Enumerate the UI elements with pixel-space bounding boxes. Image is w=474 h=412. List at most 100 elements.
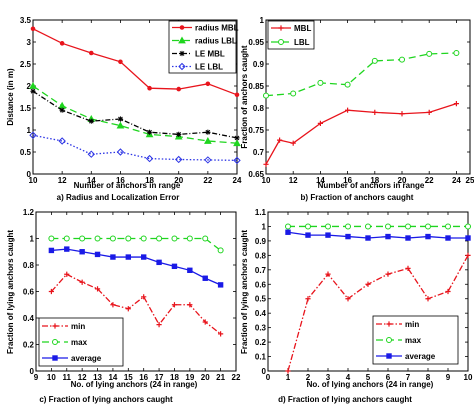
data-point — [94, 251, 101, 258]
legend-label: min — [71, 322, 85, 331]
x-tick-label: 22 — [232, 373, 241, 382]
y-tick-label: 0.4 — [255, 309, 267, 318]
data-point — [58, 137, 66, 145]
data-point — [176, 86, 182, 92]
y-tick-label: 0.8 — [253, 104, 265, 113]
x-tick-label: 16 — [116, 176, 125, 185]
data-point — [263, 161, 269, 167]
y-tick-label: 0.65 — [248, 170, 264, 179]
y-axis-label: Fraction of lying anchors caught — [6, 230, 15, 354]
series-min — [48, 271, 224, 337]
x-tick-label: 4 — [346, 373, 351, 382]
data-point — [345, 233, 351, 240]
data-point — [453, 101, 459, 107]
chart-panel-d: 0 1 2 3 4 5 6 7 8 9 10 0 0.1 0.2 0.3 0.4 0.5 0.6 0.7 0.8 0.9… — [240, 208, 473, 404]
x-tick-label: 22 — [425, 176, 434, 185]
data-point — [345, 107, 351, 113]
legend-marker — [386, 353, 392, 359]
x-axis-label: Number of anchors in range — [318, 181, 425, 190]
series-line — [32, 28, 238, 96]
series-line — [287, 255, 469, 372]
data-point — [109, 235, 116, 242]
legend-marker — [178, 62, 186, 71]
x-tick-label: 0 — [266, 373, 271, 382]
x-tick-label: 16 — [343, 176, 352, 185]
data-point — [187, 302, 193, 308]
data-point — [171, 302, 178, 308]
data-point — [79, 279, 85, 285]
data-point — [146, 129, 153, 135]
x-tick-label: 19 — [185, 373, 194, 382]
data-point — [94, 235, 101, 242]
y-tick-label: 0.6 — [23, 288, 35, 297]
data-point — [344, 81, 351, 88]
data-point — [176, 131, 182, 137]
data-point — [445, 223, 451, 230]
chart-caption: d) Fraction of lying anchors caught — [278, 395, 412, 404]
series-average — [48, 246, 224, 288]
series-line — [50, 273, 222, 335]
data-point — [453, 50, 460, 56]
data-point — [385, 223, 391, 230]
series-line — [32, 134, 238, 162]
x-tick-label: 2 — [306, 373, 311, 382]
x-tick-label: 24 — [233, 176, 242, 185]
series-line — [287, 231, 468, 239]
data-point — [30, 26, 36, 32]
series-line — [265, 52, 457, 97]
x-tick-label: 14 — [108, 373, 117, 382]
chart-caption: c) Fraction of lying anchors caught — [39, 395, 173, 404]
series-max — [48, 235, 224, 254]
series-lbl — [263, 50, 460, 99]
data-point — [147, 85, 152, 91]
x-axis-label: Number of anchors in range — [74, 181, 181, 190]
x-tick-label: 20 — [174, 176, 183, 185]
legend: MBL LBL — [267, 20, 315, 50]
x-tick-label: 11 — [63, 373, 72, 382]
y-tick-label: 0.7 — [255, 266, 267, 275]
legend-marker — [52, 323, 58, 329]
data-point — [285, 368, 291, 374]
x-tick-label: 25 — [466, 176, 474, 185]
data-point — [29, 81, 37, 89]
data-point — [385, 271, 391, 277]
legend: min max average — [372, 315, 459, 365]
data-point — [48, 288, 54, 295]
series-line — [32, 85, 238, 144]
data-point — [118, 59, 123, 65]
data-point — [405, 223, 411, 230]
data-point — [140, 254, 147, 260]
y-axis-label: Distance (in m) — [6, 68, 15, 126]
data-point — [59, 41, 65, 46]
data-point — [204, 136, 212, 144]
data-point — [125, 254, 132, 260]
data-point — [425, 233, 431, 240]
data-point — [64, 271, 70, 277]
data-point — [117, 116, 124, 122]
x-tick-label: 6 — [386, 373, 391, 382]
legend-label: max — [405, 336, 422, 345]
y-tick-label: 0.1 — [255, 353, 267, 362]
y-tick-label: 3.5 — [20, 16, 32, 25]
y-tick-label: 1 — [262, 222, 267, 231]
data-point — [205, 81, 211, 87]
legend-label: radius MBL — [195, 24, 239, 33]
legend-marker — [52, 339, 58, 345]
data-point — [30, 88, 36, 94]
data-point — [233, 156, 241, 165]
chart-panel-b: 10 12 14 16 18 20 22 24 25 0.65 0.7 0.75 0.8 0.85 0.9 0… — [240, 16, 474, 202]
data-point — [202, 235, 209, 242]
data-point — [171, 263, 178, 270]
y-tick-label: 0.2 — [23, 341, 35, 350]
y-tick-label: 0.3 — [255, 324, 267, 333]
data-point — [285, 223, 291, 230]
chart-panel-c: 9 10 11 12 13 14 15 16 17 18 19 20 21 22 0 0.2 0.4 0.6 0.8… — [6, 208, 241, 404]
data-point — [94, 286, 101, 292]
x-tick-label: 12 — [289, 176, 298, 185]
data-point — [202, 319, 208, 325]
legend: min max average — [38, 317, 124, 367]
data-point — [345, 223, 351, 230]
data-point — [141, 294, 147, 300]
chart-caption: b) Fraction of anchors caught — [301, 193, 414, 202]
y-tick-label: 2 — [27, 82, 32, 91]
